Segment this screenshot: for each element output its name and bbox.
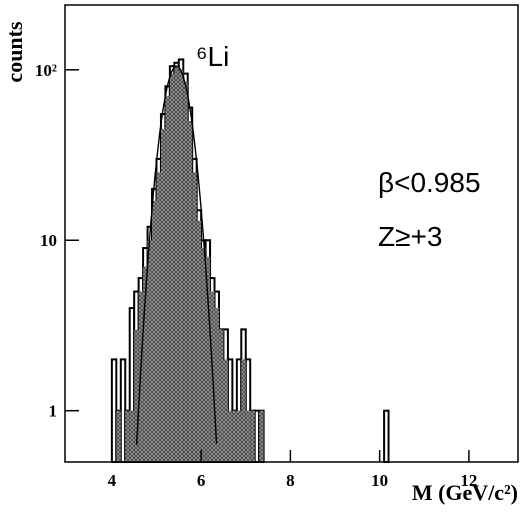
bar-selected: [116, 410, 121, 462]
bar-selected: [236, 410, 242, 462]
bar-selected: [201, 248, 206, 462]
bar-selected: [187, 121, 193, 463]
bar-selected: [227, 410, 233, 462]
x-tick-label: 12: [460, 471, 477, 490]
annotation: Z≥+3: [378, 221, 442, 252]
y-axis-label: counts: [2, 21, 27, 83]
bar-selected: [129, 410, 135, 462]
bar-selected: [218, 329, 224, 462]
x-tick-label: 8: [286, 471, 295, 490]
bar-selected: [259, 410, 264, 462]
bar-selected: [178, 69, 184, 463]
fit-curve: [135, 65, 218, 446]
x-tick-label: 4: [108, 471, 117, 490]
x-tick-label: 6: [197, 471, 206, 490]
y-tick-label: 10: [40, 231, 57, 250]
bar-all: [383, 409, 390, 463]
y-tick-label: 10²: [35, 61, 57, 80]
annotation: ⁶Li: [196, 41, 229, 72]
bar-selected: [160, 128, 166, 462]
bar-selected: [232, 410, 237, 462]
bar-selected: [183, 81, 188, 462]
x-axis-label: M (GeV/c²): [412, 480, 518, 505]
bar-selected: [205, 256, 211, 462]
bar-selected: [147, 240, 153, 462]
bar-selected: [245, 410, 251, 462]
bar-selected: [214, 308, 219, 462]
bar-selected: [125, 410, 130, 462]
bar-selected: [223, 359, 228, 462]
bar-selected: [143, 266, 148, 462]
bar-selected: [192, 172, 197, 462]
bar-selected: [169, 73, 175, 462]
bar-selected: [241, 359, 246, 462]
annotation: β<0.985: [378, 167, 481, 198]
bar-selected: [134, 329, 139, 462]
bar-selected: [174, 66, 179, 463]
bar-selected: [196, 220, 202, 462]
y-tick-label: 1: [49, 402, 58, 421]
plot-frame: [64, 4, 519, 463]
bar-selected: [156, 172, 161, 462]
bar-selected: [250, 410, 255, 462]
x-tick-label: 10: [371, 471, 388, 490]
bar-selected: [165, 96, 170, 462]
bar-selected: [152, 200, 157, 462]
